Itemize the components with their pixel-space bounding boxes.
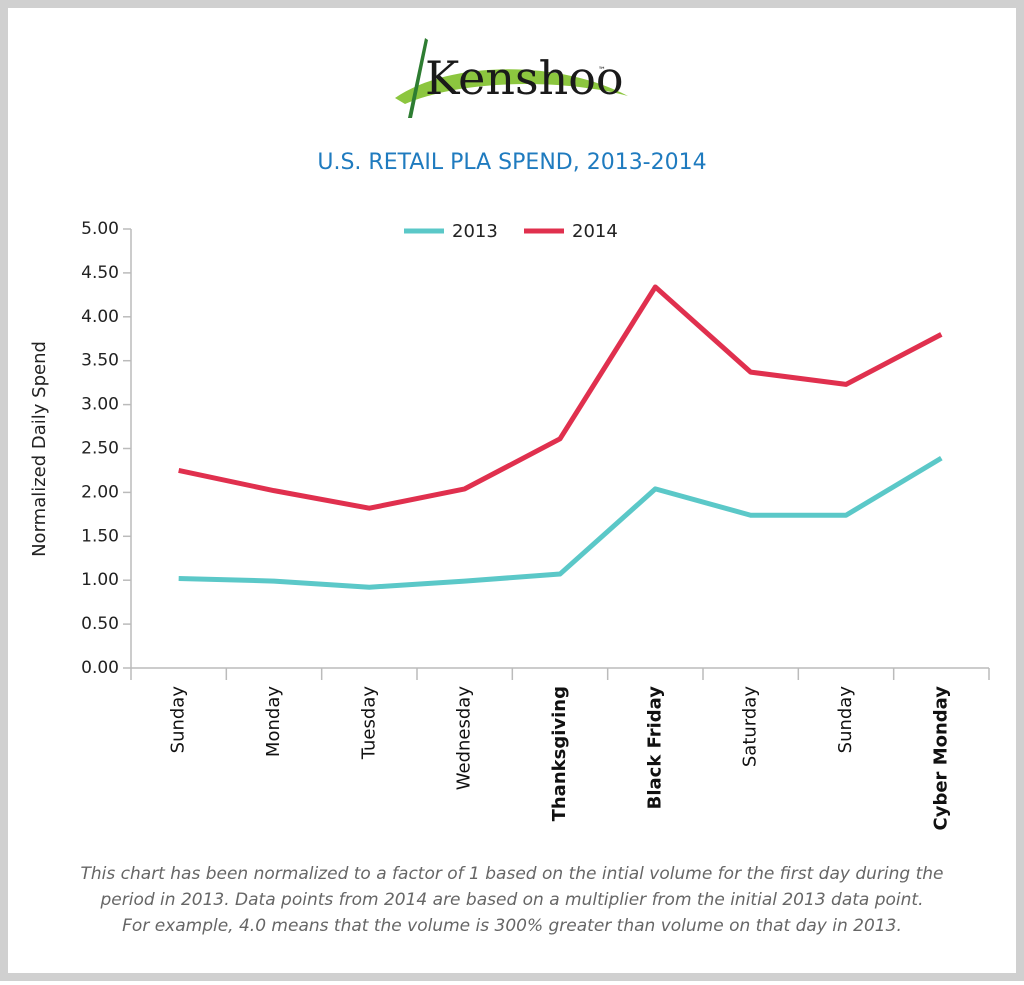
x-tick-label: Sunday	[835, 686, 856, 754]
x-tick-label: Monday	[263, 686, 284, 757]
logo-text: Kenshoo	[425, 51, 624, 105]
footnote: period in 2013. Data points from 2014 ar…	[100, 890, 924, 910]
logo-swoosh	[395, 69, 628, 104]
y-tick-label: 1.00	[81, 570, 119, 590]
y-tick-label: 4.00	[81, 307, 119, 327]
footnote: For example, 4.0 means that the volume i…	[122, 916, 902, 936]
legend-label: 2013	[452, 221, 498, 242]
footnote: This chart has been normalized to a fact…	[81, 864, 944, 884]
x-tick-label: Cyber Monday	[930, 686, 951, 831]
x-tick-label: Saturday	[740, 686, 761, 767]
y-tick-label: 2.50	[81, 439, 119, 459]
y-tick-label: 0.00	[81, 658, 119, 678]
legend-label: 2014	[572, 221, 618, 242]
logo-mark: ™	[598, 66, 606, 75]
x-tick-label: Thanksgiving	[549, 686, 570, 821]
x-tick-label: Black Friday	[644, 686, 665, 810]
y-tick-label: 3.00	[81, 395, 119, 415]
logo-stroke	[408, 38, 428, 118]
x-tick-label: Sunday	[168, 686, 189, 754]
y-tick-label: 3.50	[81, 351, 119, 371]
x-tick-label: Wednesday	[454, 686, 475, 791]
series-line	[178, 456, 943, 590]
logo: Kenshoo ™	[395, 38, 628, 118]
y-tick-label: 4.50	[81, 263, 119, 283]
y-tick-label: 2.00	[81, 482, 119, 502]
y-tick-label: 5.00	[81, 219, 119, 239]
y-axis-label: Normalized Daily Spend	[29, 341, 50, 557]
y-tick-label: 1.50	[81, 526, 119, 546]
y-tick-label: 0.50	[81, 614, 119, 634]
x-tick-label: Tuesday	[358, 686, 379, 761]
chart-title: U.S. RETAIL PLA SPEND, 2013-2014	[317, 150, 706, 175]
series-line	[178, 284, 943, 511]
